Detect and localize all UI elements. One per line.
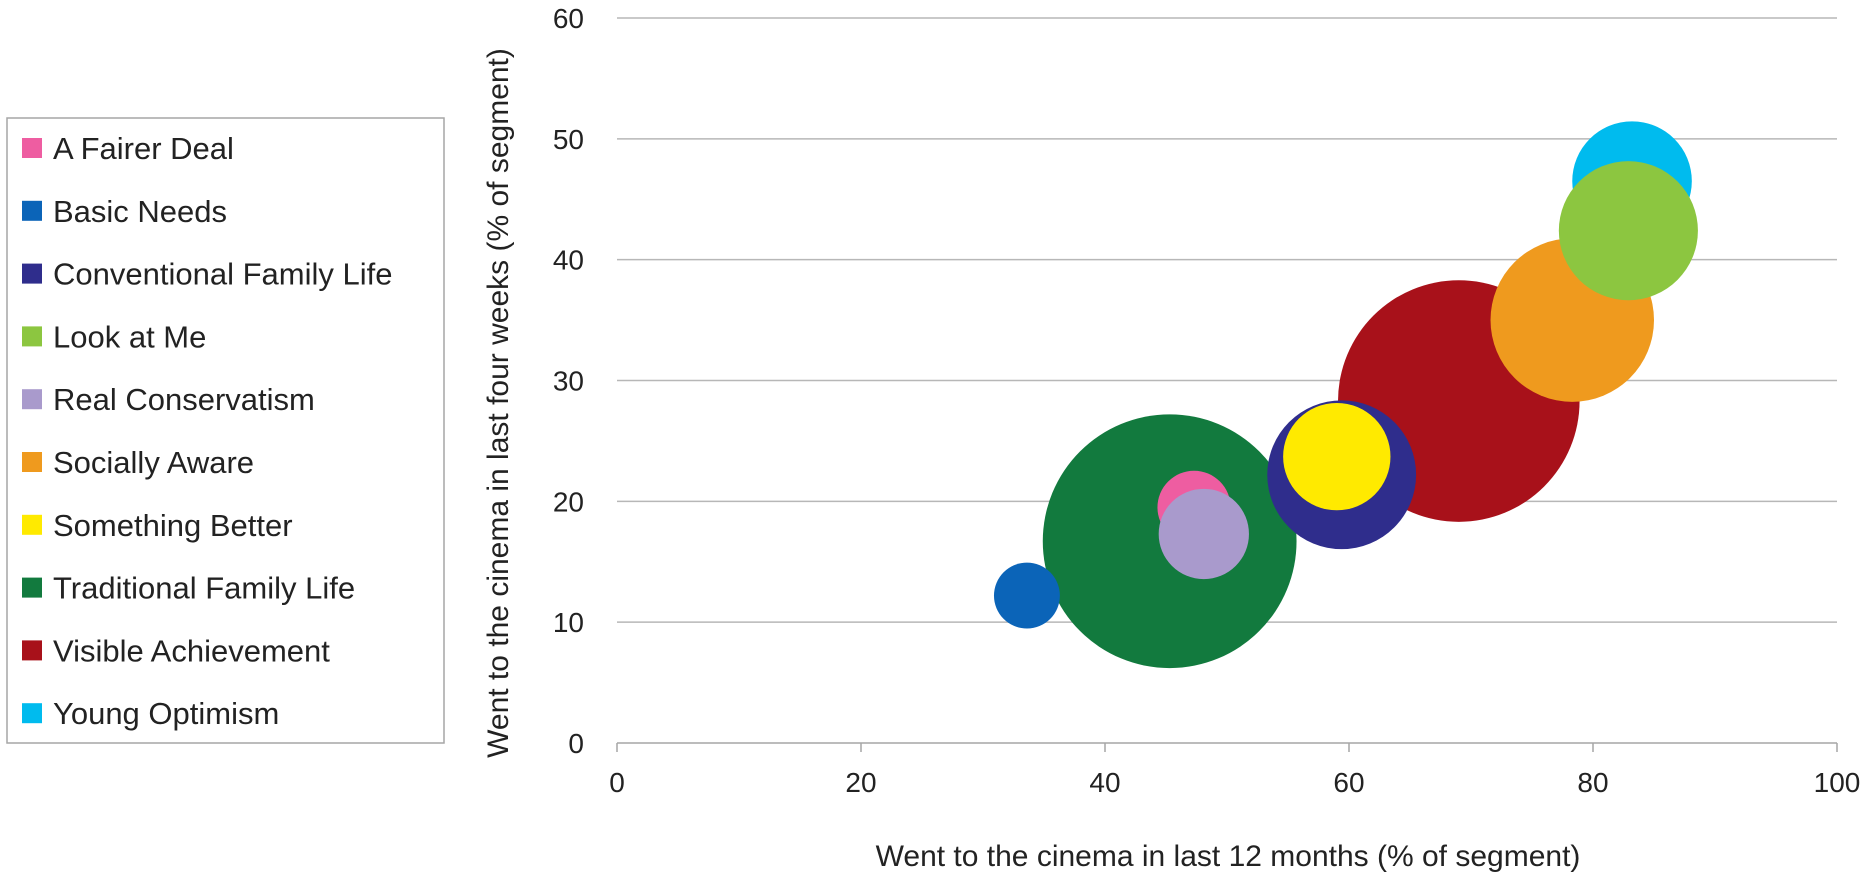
axes: 0 10 20 30 40 50 60 0 20 40 60 80 100 (553, 3, 1861, 798)
x-tick-label: 20 (845, 767, 876, 798)
legend-swatch (22, 703, 42, 724)
legend-swatch (22, 514, 42, 535)
y-tick-label: 40 (553, 245, 584, 276)
x-tick-label: 80 (1577, 767, 1608, 798)
legend-swatch (22, 138, 42, 158)
legend-item-label: Young Optimism (53, 696, 279, 731)
y-axis-label: Went to the cinema in last four weeks (%… (482, 48, 515, 758)
y-tick-label: 30 (553, 366, 584, 397)
gridlines (617, 17, 1837, 623)
legend-item-label: Socially Aware (53, 445, 254, 480)
x-tick-label: 60 (1333, 767, 1364, 798)
x-tick-label: 100 (1814, 767, 1861, 798)
bubble-real-conservatism (1158, 488, 1249, 580)
legend-box (6, 117, 445, 744)
legend-item-label: Conventional Family Life (53, 257, 392, 292)
legend-item-label: Traditional Family Life (53, 571, 355, 606)
legend-item-label: A Fairer Deal (53, 131, 234, 166)
legend-swatch (22, 640, 42, 661)
x-tick-label: 0 (609, 767, 625, 798)
y-tick-label: 50 (553, 124, 584, 155)
legend-item-label: Something Better (53, 508, 293, 543)
y-tick-label: 0 (568, 728, 584, 759)
legend-item-label: Look at Me (53, 319, 206, 354)
legend-swatch (22, 263, 42, 284)
legend: A Fairer Deal Basic Needs Conventional Fam… (6, 117, 445, 744)
y-tick-label: 60 (553, 3, 584, 34)
bubbles (993, 121, 1698, 669)
legend-item-label: Visible Achievement (53, 633, 330, 668)
x-axis-label: Went to the cinema in last 12 months (% … (876, 840, 1581, 873)
legend-swatch (22, 452, 42, 472)
legend-swatch (22, 389, 42, 410)
legend-item-label: Basic Needs (53, 194, 227, 229)
bubble-something-better (1283, 402, 1391, 511)
legend-swatch (22, 577, 42, 598)
bubble-look-at-me (1558, 161, 1698, 301)
legend-swatch (22, 200, 42, 221)
legend-swatch (22, 326, 42, 347)
legend-item-label: Real Conservatism (53, 382, 315, 417)
bubble-basic-needs (993, 562, 1060, 629)
x-tick-label: 40 (1089, 767, 1120, 798)
y-tick-label: 10 (553, 607, 584, 638)
y-tick-label: 20 (553, 486, 584, 517)
